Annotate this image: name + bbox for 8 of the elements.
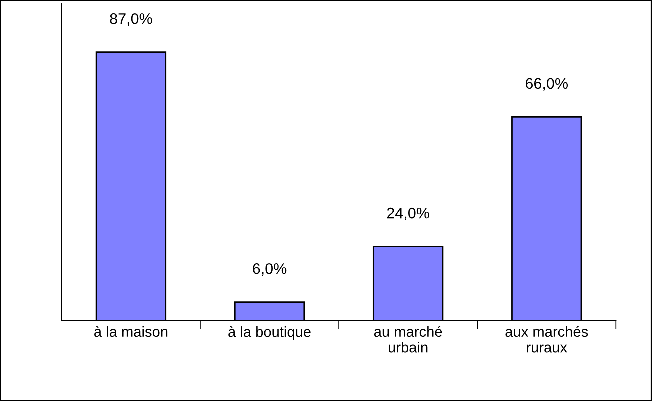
x-tick-label: à la boutique [228, 326, 311, 340]
data-label: 87,0% [110, 13, 152, 26]
x-tick-label: à la maison [94, 326, 168, 338]
data-label: 24,0% [387, 208, 430, 221]
data-label: 6,0% [253, 263, 287, 276]
x-tick-label: au marché urbain [374, 326, 442, 353]
data-label: 66,0% [526, 78, 568, 91]
x-tick-label: aux marchés ruraux [506, 326, 588, 353]
